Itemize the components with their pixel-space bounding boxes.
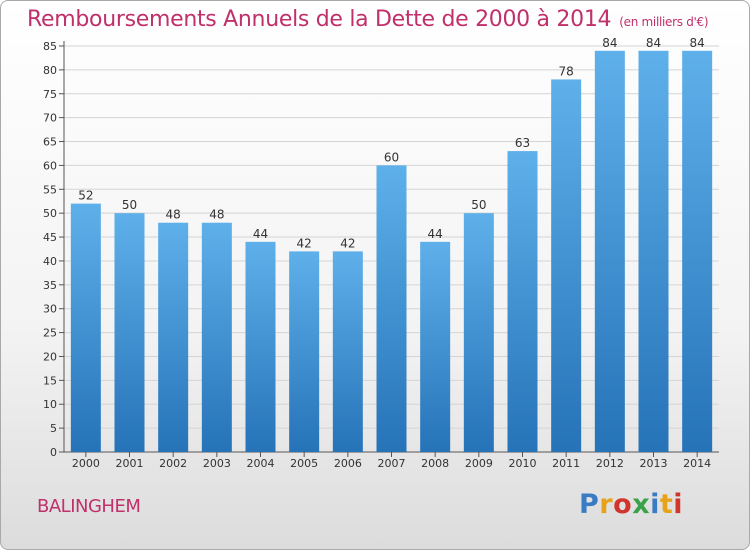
data-label: 48 (166, 208, 181, 222)
y-tick-label: 50 (43, 207, 57, 220)
data-label: 84 (690, 36, 705, 50)
x-axis: 2000 2001 2002 2003 2004 2005 2006 2007 2008 2009… (72, 452, 711, 470)
data-label: 84 (646, 36, 661, 50)
logo-letter: i (673, 489, 684, 520)
data-label: 42 (297, 236, 312, 250)
data-label: 42 (340, 236, 355, 250)
y-tick-label: 0 (50, 446, 57, 459)
x-tick-label: 2001 (116, 457, 144, 470)
x-tick-label: 2012 (596, 457, 624, 470)
bar-2007 (376, 165, 407, 453)
y-tick-label: 5 (50, 422, 57, 435)
data-label: 63 (515, 136, 530, 150)
y-tick-label: 60 (43, 159, 57, 172)
y-tick-label: 65 (43, 136, 57, 149)
x-tick-label: 2014 (683, 457, 711, 470)
x-tick-label: 2005 (290, 457, 318, 470)
logo-letter: o (613, 489, 633, 520)
bars: 52 50 48 48 44 42 42 60 44 50 63 78 84 84 84 (70, 36, 713, 453)
x-tick-label: 2008 (421, 457, 449, 470)
y-tick-label: 55 (43, 183, 57, 196)
bar-2014 (682, 50, 713, 453)
y-tick-label: 35 (43, 279, 57, 292)
bar-2001 (114, 213, 145, 452)
title-text: Remboursements Annuels de la Dette de 20… (27, 7, 612, 32)
bar-2010 (507, 151, 538, 453)
logo-letter: i (650, 489, 660, 520)
data-label: 52 (78, 189, 93, 203)
data-label: 50 (122, 198, 137, 212)
data-label: 50 (471, 198, 486, 212)
bar-2006 (332, 251, 363, 452)
y-tick-label: 70 (43, 112, 57, 125)
bar-2003 (201, 222, 232, 452)
chart-subtitle: (en milliers d'€) (619, 15, 709, 29)
y-tick-label: 20 (43, 350, 57, 363)
y-tick-label: 40 (43, 255, 57, 268)
data-label: 84 (602, 36, 617, 50)
y-tick-label: 15 (43, 374, 57, 387)
proxiti-logo: Proxiti (579, 489, 683, 520)
x-tick-label: 2010 (509, 457, 537, 470)
data-label: 48 (209, 208, 224, 222)
place-name: BALINGHEM (37, 496, 141, 517)
y-tick-label: 85 (43, 40, 57, 53)
x-tick-label: 2002 (159, 457, 187, 470)
data-label: 44 (428, 227, 443, 241)
bar-2005 (289, 251, 320, 452)
bar-2004 (245, 241, 276, 452)
y-tick-label: 10 (43, 398, 57, 411)
bar-2012 (594, 50, 625, 453)
logo-letter: r (599, 489, 614, 520)
x-tick-label: 2000 (72, 457, 100, 470)
bar-2009 (463, 213, 494, 452)
y-tick-label: 80 (43, 64, 57, 77)
bar-2000 (70, 203, 101, 452)
bar-2002 (158, 222, 189, 452)
x-tick-label: 2007 (378, 457, 406, 470)
logo-letter: t (659, 489, 674, 520)
data-label: 78 (559, 64, 574, 78)
chart-title: Remboursements Annuels de la Dette de 20… (27, 7, 709, 32)
bar-2008 (420, 241, 451, 452)
data-label: 60 (384, 150, 399, 164)
x-tick-label: 2009 (465, 457, 493, 470)
x-tick-label: 2006 (334, 457, 362, 470)
y-tick-label: 45 (43, 231, 57, 244)
y-tick-label: 30 (43, 303, 57, 316)
logo-letter: x (632, 489, 651, 520)
x-tick-label: 2004 (247, 457, 275, 470)
y-tick-label: 25 (43, 327, 57, 340)
x-tick-label: 2003 (203, 457, 231, 470)
bar-2011 (551, 79, 582, 452)
x-tick-label: 2011 (552, 457, 580, 470)
data-label: 44 (253, 227, 268, 241)
bar-2013 (638, 50, 669, 453)
logo-letter: P (579, 489, 600, 520)
x-tick-label: 2013 (640, 457, 668, 470)
y-tick-label: 75 (43, 88, 57, 101)
